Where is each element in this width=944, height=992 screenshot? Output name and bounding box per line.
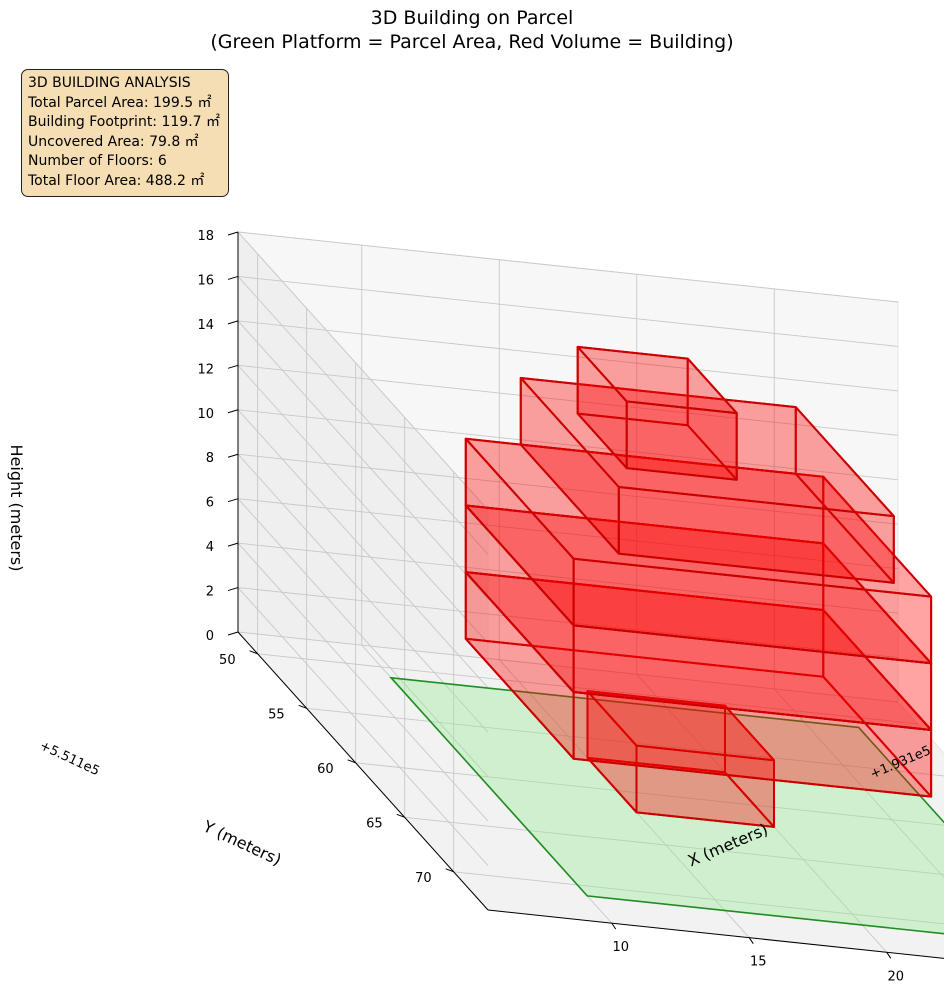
gridline — [237, 453, 489, 733]
floor-block-4 — [464, 437, 933, 665]
building-floors — [464, 345, 933, 828]
z-tick — [227, 587, 239, 592]
chart-subtitle: (Green Platform = Parcel Area, Red Volum… — [210, 31, 734, 53]
chart-title: 3D Building on Parcel — [370, 7, 574, 29]
z-tick — [227, 498, 239, 503]
gridline — [355, 762, 944, 826]
z-tick — [227, 275, 239, 280]
z-tick — [227, 231, 239, 236]
y-tick — [249, 650, 258, 655]
gridline — [404, 816, 944, 875]
x-tick-label: 10 — [612, 940, 629, 955]
floor-block-6 — [576, 345, 738, 481]
y-offset-label: +5.511e5 — [37, 738, 102, 779]
z-tick-label: 0 — [206, 629, 214, 644]
z-tick-label: 14 — [197, 318, 214, 333]
gridline — [306, 707, 944, 777]
y-tick-label: 70 — [415, 871, 432, 886]
info-line: Uncovered Area: 79.8 ㎡ — [28, 133, 199, 150]
z-tick — [227, 453, 239, 458]
z-tick-label: 6 — [206, 496, 214, 511]
gridline — [237, 409, 489, 689]
z-tick — [227, 542, 239, 547]
gridline — [237, 320, 489, 600]
y-tick-label: 55 — [268, 707, 285, 722]
y-tick — [445, 868, 454, 873]
z-tick-label: 12 — [197, 362, 214, 377]
z-tick-label: 18 — [197, 229, 214, 244]
gridline — [237, 453, 899, 525]
z-tick — [227, 364, 239, 369]
gridline — [237, 365, 489, 644]
y-tick — [347, 759, 356, 764]
y-tick-label: 65 — [366, 816, 383, 831]
gridline — [237, 542, 899, 614]
info-line: Number of Floors: 6 — [28, 153, 167, 170]
gridline — [237, 231, 489, 511]
z-tick-label: 2 — [206, 585, 214, 600]
x-tick-label: 20 — [887, 969, 904, 984]
gridline — [237, 631, 899, 703]
floor-face — [576, 345, 738, 415]
gridline — [237, 231, 899, 303]
info-line: Building Footprint: 119.7 ㎡ — [28, 114, 221, 131]
z-tick-label: 8 — [206, 451, 214, 466]
gridline — [237, 587, 489, 866]
z-tick — [227, 631, 239, 636]
gridline — [237, 276, 489, 555]
y-tick-label: 60 — [317, 762, 334, 777]
z-tick — [227, 409, 239, 414]
x-tick — [748, 937, 754, 944]
gridline — [237, 320, 899, 392]
y-axis-line — [237, 631, 489, 911]
z-tick-label: 4 — [206, 540, 214, 555]
gridline — [773, 688, 944, 879]
gridline — [237, 275, 899, 347]
y-tick — [396, 813, 405, 818]
gridline — [453, 871, 944, 925]
floor-face — [625, 400, 738, 481]
gridline — [257, 653, 918, 725]
floor-block-3 — [464, 504, 933, 731]
z-tick — [227, 320, 239, 325]
parcel-platform — [389, 676, 944, 935]
y-tick-label: 50 — [219, 653, 236, 668]
x-tick — [611, 922, 617, 930]
axes: 101520255055606570024681012141618 — [197, 229, 944, 984]
y-tick — [298, 704, 307, 709]
gridline — [237, 364, 899, 436]
info-heading: 3D BUILDING ANALYSIS — [28, 75, 191, 91]
gridline — [237, 587, 899, 659]
gridline — [237, 542, 489, 822]
gridline — [237, 409, 899, 481]
floor-block-2 — [464, 571, 933, 798]
analysis-info-box: 3D BUILDING ANALYSIS Total Parcel Area: … — [21, 69, 229, 197]
x-axis-line — [487, 909, 944, 959]
y-axis-label: Y (meters) — [199, 816, 284, 869]
info-line: Total Floor Area: 488.2 ㎡ — [28, 172, 205, 189]
x-tick — [886, 952, 892, 959]
z-tick-label: 16 — [197, 273, 214, 288]
x-tick-label: 15 — [750, 955, 767, 970]
info-line: Total Parcel Area: 199.5 ㎡ — [28, 94, 212, 111]
parcel-surface — [389, 676, 944, 935]
z-axis-label: Height (meters) — [7, 445, 26, 572]
z-tick-label: 10 — [197, 407, 214, 422]
gridline — [237, 498, 489, 777]
gridline — [237, 498, 899, 570]
